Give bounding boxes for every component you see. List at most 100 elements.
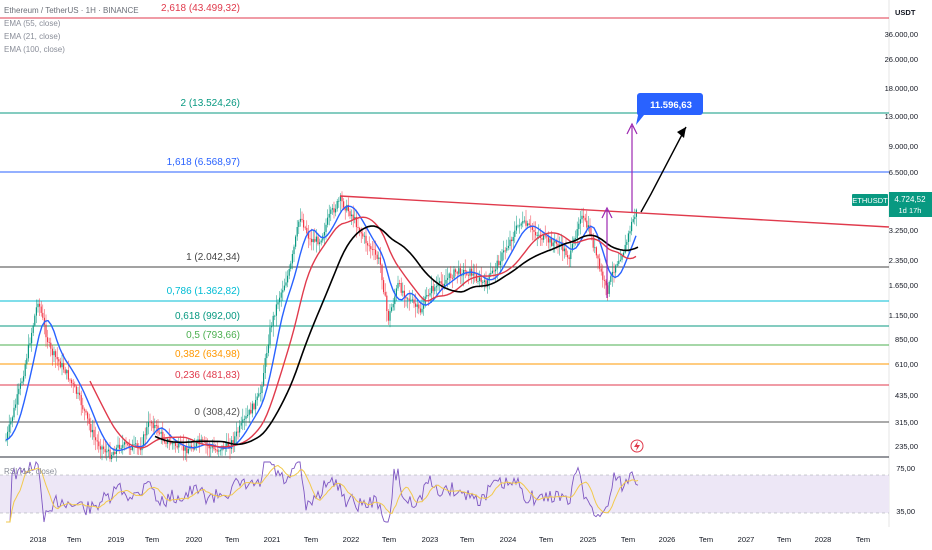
currency-label: USDT — [895, 8, 916, 17]
candle-body — [373, 249, 375, 250]
candle-body — [173, 442, 175, 444]
candle-body — [39, 303, 41, 307]
candle-body — [584, 217, 586, 221]
time-axis-label: 2028 — [815, 535, 832, 544]
candle-body — [448, 273, 450, 279]
candle-body — [258, 393, 260, 397]
projection-path[interactable] — [640, 126, 687, 213]
candle-body — [525, 220, 527, 226]
candle-body — [107, 449, 109, 452]
candle-body — [143, 434, 145, 447]
candle-body — [482, 282, 484, 283]
candle-body — [431, 285, 433, 294]
time-axis-label: Tem — [382, 535, 396, 544]
indicator-ema-21[interactable]: EMA (21, close) — [4, 32, 61, 41]
descending-trendline[interactable] — [339, 195, 890, 228]
candle-body — [562, 242, 564, 252]
time-axis-label: 2025 — [580, 535, 597, 544]
candle-body — [87, 412, 89, 419]
candle-body — [357, 227, 359, 228]
candle-body — [432, 285, 434, 292]
candle-body — [546, 236, 548, 238]
symbol-title[interactable]: Ethereum / TetherUS · 1H · BINANCE — [4, 6, 139, 15]
price-axis-label: 235,00 — [895, 442, 918, 451]
candle-body — [467, 274, 469, 276]
candle-body — [130, 448, 132, 450]
ema-100-line[interactable] — [154, 225, 639, 446]
candle-body — [40, 306, 42, 313]
candle-body — [501, 252, 503, 262]
candle-body — [135, 443, 137, 445]
candle-body — [370, 246, 372, 250]
time-axis-label: Tem — [67, 535, 81, 544]
candle-body — [53, 351, 55, 356]
candle-body — [202, 439, 204, 441]
candle-body — [103, 446, 105, 450]
candle-body — [79, 392, 81, 396]
price-axis-label: 6.500,00 — [889, 168, 918, 177]
time-axis-label: 2020 — [186, 535, 203, 544]
candle-body — [379, 257, 381, 265]
candle-body — [583, 215, 585, 218]
target-callout[interactable]: 11.596,63 — [636, 93, 703, 125]
ema-55-line[interactable] — [89, 216, 637, 449]
candle-body — [568, 257, 570, 259]
candle-body — [408, 298, 410, 301]
ema-21-line[interactable] — [5, 205, 637, 452]
candle-body — [315, 236, 317, 242]
candle-body — [306, 227, 308, 234]
candle-body — [299, 218, 301, 222]
price-axis-label: 1.150,00 — [889, 311, 918, 320]
candle-body — [522, 221, 524, 224]
indicator-ema-55[interactable]: EMA (55, close) — [4, 19, 61, 28]
candle-body — [227, 442, 229, 448]
candle-body — [232, 440, 234, 444]
candle-body — [360, 231, 362, 234]
candle-body — [415, 303, 417, 307]
rsi-ma-line[interactable] — [6, 464, 639, 523]
candle-body — [447, 278, 449, 280]
indicator-ema-100[interactable]: EMA (100, close) — [4, 45, 65, 54]
candle-body — [608, 281, 610, 294]
candle-body — [474, 273, 476, 275]
candle-body — [592, 236, 594, 248]
candle-body — [291, 254, 293, 264]
candle-body — [15, 404, 17, 408]
candle-body — [335, 208, 337, 213]
candle-body — [487, 280, 489, 287]
price-axis-panel[interactable] — [889, 0, 932, 550]
candle-body — [519, 225, 521, 227]
candle-body — [317, 236, 319, 245]
candle-body — [101, 446, 103, 450]
candle-body — [160, 431, 162, 434]
candle-body — [243, 418, 245, 420]
candle-body — [362, 233, 364, 237]
candle-body — [343, 201, 345, 208]
candle-body — [67, 370, 69, 380]
current-price-tag[interactable]: ETHUSDT 4.724,52 1d 17h — [852, 192, 932, 217]
candle-body — [186, 447, 188, 454]
candle-body — [162, 431, 164, 440]
candle-body — [13, 407, 15, 418]
candle-body — [83, 409, 85, 411]
candle-body — [55, 351, 57, 357]
candle-body — [387, 311, 389, 321]
rsi-legend[interactable]: RSI (14, close) — [4, 467, 57, 476]
lightning-icon[interactable] — [630, 439, 644, 453]
candle-body — [93, 429, 95, 438]
candle-body — [458, 268, 460, 274]
rsi-axis-label: 75,00 — [896, 464, 915, 473]
candle-body — [288, 269, 290, 276]
candle-body — [245, 416, 247, 419]
candle-body — [626, 242, 628, 245]
candle-body — [255, 400, 257, 410]
candle-body — [368, 245, 370, 247]
candle-body — [133, 444, 135, 445]
candle-body — [277, 302, 279, 305]
candle-body — [490, 273, 492, 275]
candle-body — [48, 342, 50, 343]
candle-body — [386, 295, 388, 311]
candle-body — [403, 290, 405, 298]
candle-body — [338, 200, 340, 202]
